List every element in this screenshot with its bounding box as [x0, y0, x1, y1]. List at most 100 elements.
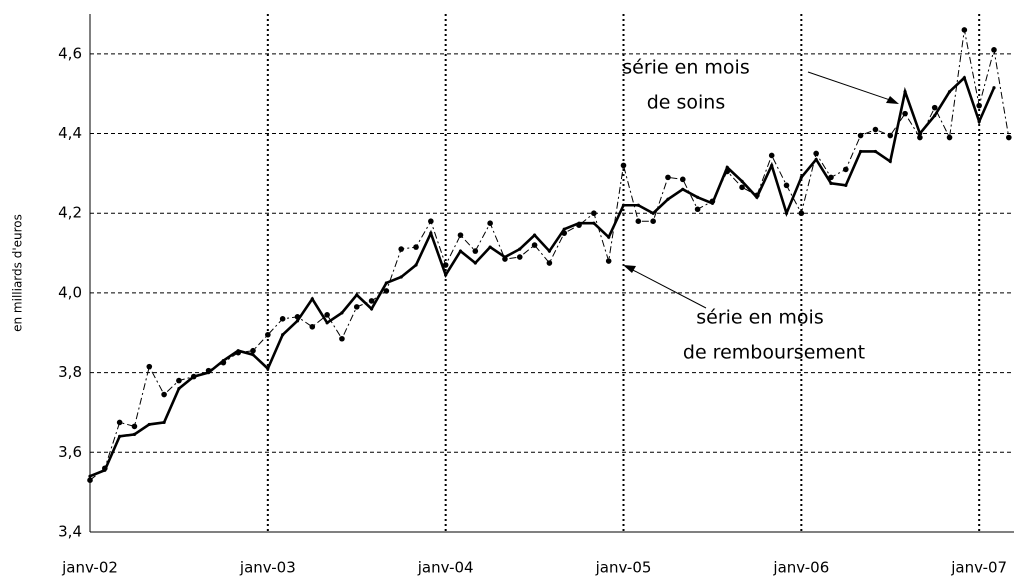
point: [591, 210, 597, 217]
point: [398, 246, 405, 252]
point: [576, 222, 582, 228]
y-tick-label: 3,8: [58, 363, 82, 381]
point: [828, 174, 834, 181]
point: [947, 90, 952, 94]
y-tick-label: 4,4: [58, 124, 82, 142]
x-tick-label: janv-02: [61, 559, 118, 576]
annotation: série en mois: [622, 57, 750, 79]
point: [220, 359, 227, 366]
point: [725, 165, 729, 170]
y-axis-label: en milliards d'euros: [11, 214, 25, 332]
point: [547, 249, 552, 253]
point: [976, 102, 982, 109]
point: [918, 131, 922, 136]
point: [829, 181, 833, 185]
x-tick-label: janv-05: [595, 559, 652, 576]
point: [798, 210, 805, 217]
point: [799, 175, 803, 179]
point: [561, 230, 568, 236]
point: [473, 261, 477, 265]
point: [917, 134, 923, 141]
point: [665, 174, 671, 181]
point: [724, 168, 731, 175]
annotation: série en mois: [696, 307, 824, 329]
point: [325, 321, 329, 325]
point: [132, 432, 137, 436]
point: [265, 331, 271, 338]
point: [607, 235, 611, 239]
point: [131, 423, 138, 430]
point: [635, 218, 642, 224]
x-tick-label: janv-03: [239, 559, 296, 576]
point: [679, 176, 686, 183]
point: [739, 184, 745, 191]
x-tick-label: janv-06: [772, 559, 829, 576]
point: [931, 104, 938, 111]
point: [369, 307, 374, 311]
point: [783, 182, 790, 189]
point: [340, 311, 344, 315]
point: [251, 353, 255, 357]
y-tick-label: 3,6: [58, 443, 82, 461]
point: [413, 244, 419, 250]
point: [620, 162, 627, 169]
point: [457, 232, 464, 238]
point: [873, 149, 878, 154]
point: [161, 391, 167, 398]
point: [472, 248, 479, 254]
point: [696, 195, 700, 199]
point: [339, 335, 345, 342]
point: [442, 262, 449, 268]
x-tick-label: janv-07: [950, 559, 1007, 576]
annotation: de remboursement: [683, 342, 865, 364]
point: [205, 367, 212, 374]
arrow: [628, 267, 707, 309]
point: [977, 119, 981, 124]
point: [147, 422, 151, 427]
annotation-arrows: [623, 71, 899, 309]
point: [488, 245, 492, 249]
point: [309, 323, 316, 330]
point: [458, 249, 463, 253]
point: [355, 293, 359, 297]
arrow-head: [886, 96, 899, 104]
point: [992, 86, 996, 90]
point: [444, 273, 448, 277]
point: [636, 203, 640, 207]
point: [784, 211, 789, 215]
point: [740, 179, 744, 183]
point: [546, 260, 553, 266]
point: [235, 349, 241, 356]
series-line: [89, 29, 1010, 481]
point: [991, 47, 997, 53]
point: [650, 218, 656, 224]
y-tick-label: 3,4: [58, 523, 82, 541]
point: [294, 314, 301, 320]
point: [666, 197, 670, 201]
point: [842, 166, 849, 173]
point: [651, 211, 655, 215]
point: [384, 281, 388, 285]
point: [146, 363, 153, 370]
point: [768, 152, 775, 159]
point: [605, 258, 612, 264]
point: [281, 333, 285, 337]
point: [592, 221, 596, 225]
point: [176, 377, 182, 384]
point: [118, 434, 122, 438]
point: [414, 263, 418, 267]
point: [162, 420, 166, 425]
y-tick-label: 4,6: [58, 44, 82, 62]
point: [116, 419, 123, 426]
point: [502, 256, 508, 262]
point: [177, 386, 181, 391]
point: [487, 220, 493, 226]
point: [324, 312, 330, 318]
point: [872, 126, 879, 133]
point: [310, 297, 314, 301]
point: [903, 90, 907, 94]
point: [531, 242, 538, 248]
point: [383, 288, 390, 294]
arrow: [807, 71, 894, 102]
